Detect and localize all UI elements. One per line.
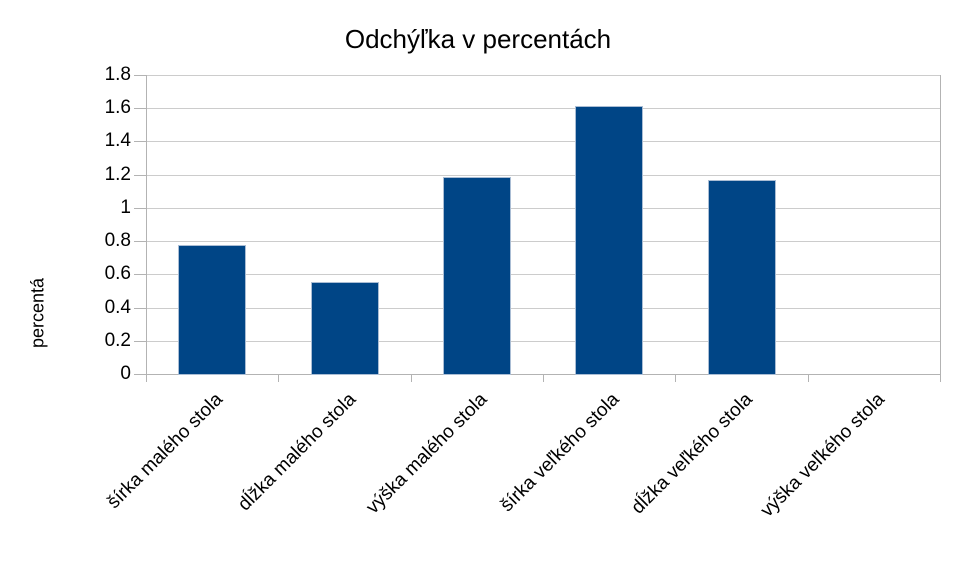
x-category-label: dĺžka veľkého stola — [627, 389, 757, 519]
gridline — [146, 108, 940, 109]
y-tick-label: 1.4 — [104, 130, 131, 151]
y-tick-mark — [134, 308, 146, 309]
bar-1 — [312, 283, 378, 374]
y-tick-mark — [134, 175, 146, 176]
x-category-label: výška veľkého stola — [756, 389, 889, 522]
bar-4 — [709, 181, 775, 374]
y-tick-mark — [134, 274, 146, 275]
gridline — [146, 208, 940, 209]
y-tick-mark — [134, 141, 146, 142]
y-tick-label: 1.2 — [104, 164, 131, 185]
x-tick-mark — [278, 374, 279, 382]
x-tick-mark — [808, 374, 809, 382]
y-tick-mark — [134, 374, 146, 375]
bar-2 — [444, 178, 510, 374]
plot-right-border — [940, 75, 941, 382]
gridline — [146, 75, 940, 76]
x-category-label: šírka malého stola — [102, 389, 227, 513]
x-tick-mark — [411, 374, 412, 382]
y-tick-mark — [134, 75, 146, 76]
y-tick-mark — [134, 108, 146, 109]
y-tick-mark — [134, 341, 146, 342]
y-tick-label: 1 — [120, 197, 131, 218]
bar-3 — [576, 107, 642, 374]
y-tick-label: 0.2 — [104, 330, 131, 351]
gridline — [146, 274, 940, 275]
gridline — [146, 241, 940, 242]
x-tick-mark — [940, 374, 941, 382]
y-tick-label: 1.6 — [104, 97, 131, 118]
y-axis-line — [146, 75, 147, 382]
y-tick-mark — [134, 208, 146, 209]
gridline — [146, 175, 940, 176]
x-category-label: výška malého stola — [362, 389, 492, 519]
x-category-label: šírka veľkého stola — [496, 389, 624, 517]
gridline — [146, 341, 940, 342]
gridline — [146, 141, 940, 142]
gridline — [146, 308, 940, 309]
y-tick-label: 0.4 — [104, 297, 131, 318]
y-tick-label: 0.8 — [104, 230, 131, 251]
x-tick-mark — [543, 374, 544, 382]
y-tick-mark — [134, 241, 146, 242]
bar-0 — [179, 246, 245, 374]
y-tick-label: 1.8 — [104, 64, 131, 85]
y-tick-label: 0.6 — [104, 263, 131, 284]
chart-title: Odchýľka v percentách — [344, 24, 612, 54]
x-tick-mark — [675, 374, 676, 382]
y-tick-label: 0 — [120, 363, 131, 384]
x-category-label: dĺžka malého stola — [233, 389, 360, 516]
x-tick-mark — [146, 374, 147, 382]
